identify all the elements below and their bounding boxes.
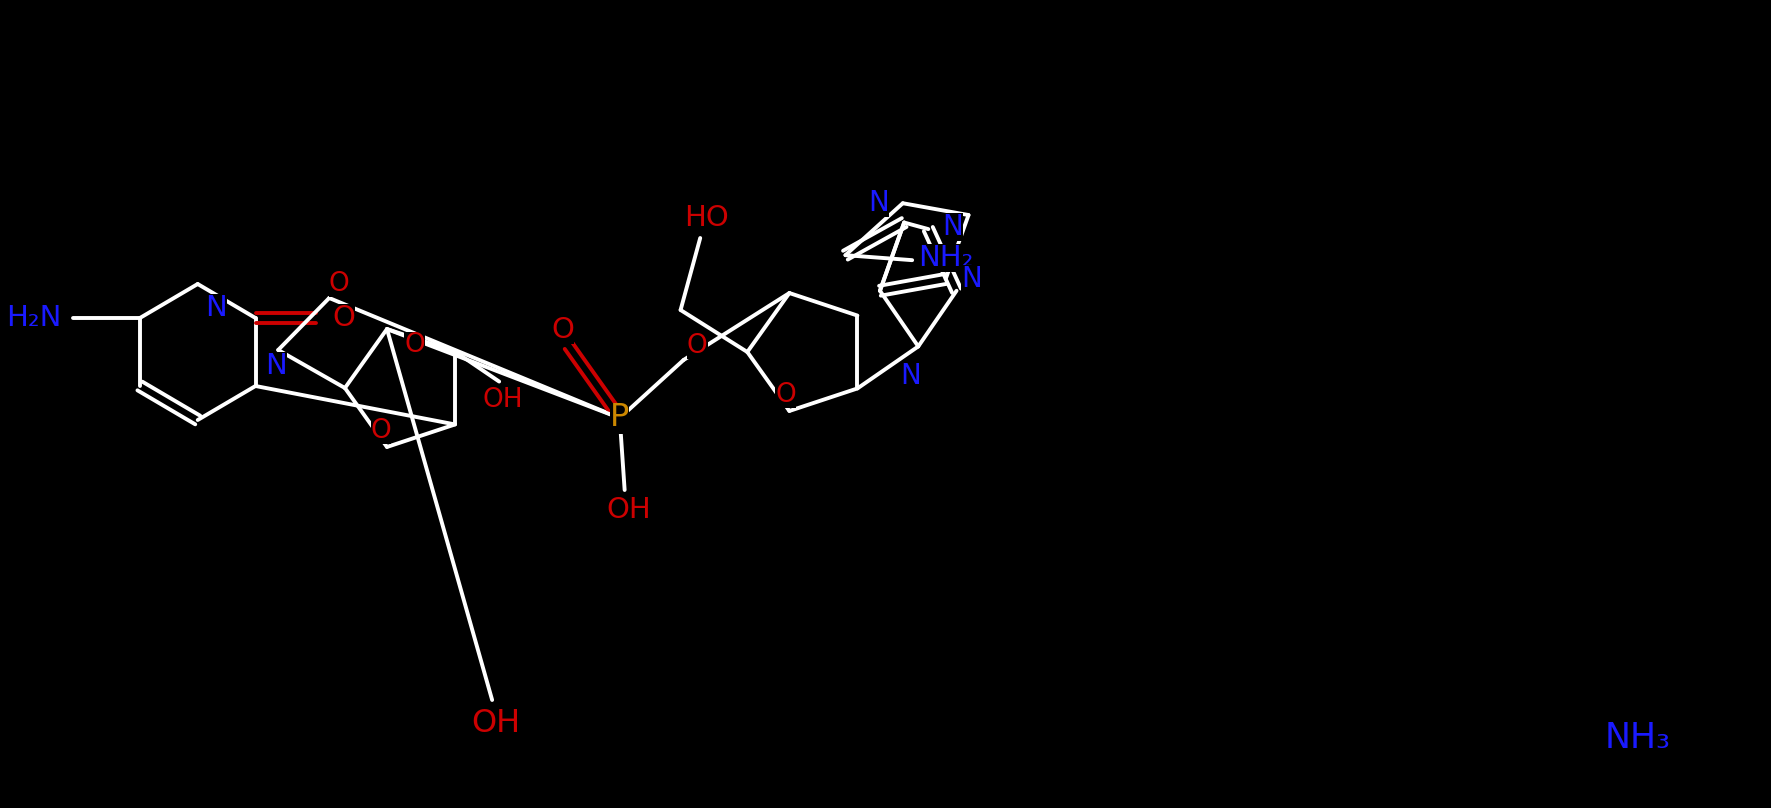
Text: NH₃: NH₃ — [1605, 721, 1670, 755]
Text: N: N — [266, 352, 287, 380]
Text: O: O — [404, 332, 425, 358]
Text: N: N — [962, 265, 983, 293]
Text: NH₂: NH₂ — [917, 244, 974, 272]
Text: O: O — [331, 304, 354, 332]
Text: N: N — [205, 294, 227, 322]
Text: N: N — [868, 189, 889, 217]
Text: N: N — [900, 363, 921, 390]
Text: OH: OH — [606, 496, 652, 524]
Text: OH: OH — [483, 386, 524, 413]
Text: O: O — [329, 271, 349, 297]
Text: HO: HO — [684, 204, 728, 232]
Text: O: O — [776, 382, 795, 408]
Text: N: N — [942, 213, 963, 241]
Text: O: O — [551, 316, 574, 344]
Text: OH: OH — [471, 709, 521, 739]
Text: P: P — [609, 402, 629, 434]
Text: O: O — [370, 418, 391, 444]
Text: H₂N: H₂N — [5, 304, 62, 332]
Text: O: O — [687, 333, 708, 359]
